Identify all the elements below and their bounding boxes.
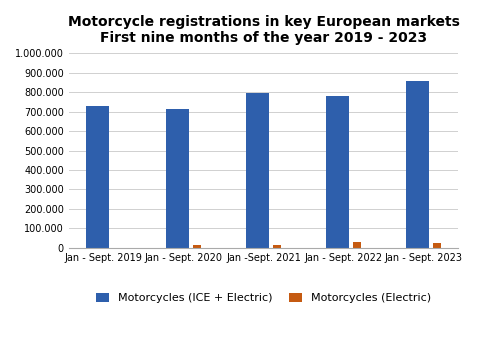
Bar xyxy=(273,245,281,248)
Bar xyxy=(406,80,429,248)
Bar xyxy=(326,96,349,248)
Bar xyxy=(353,242,361,248)
Bar xyxy=(246,93,269,248)
Bar xyxy=(166,109,189,248)
Legend: Motorcycles (ICE + Electric), Motorcycles (Electric): Motorcycles (ICE + Electric), Motorcycle… xyxy=(91,288,436,308)
Bar xyxy=(433,243,441,248)
Title: Motorcycle registrations in key European markets
First nine months of the year 2: Motorcycle registrations in key European… xyxy=(68,15,459,45)
Bar xyxy=(86,106,109,248)
Bar xyxy=(193,246,201,248)
